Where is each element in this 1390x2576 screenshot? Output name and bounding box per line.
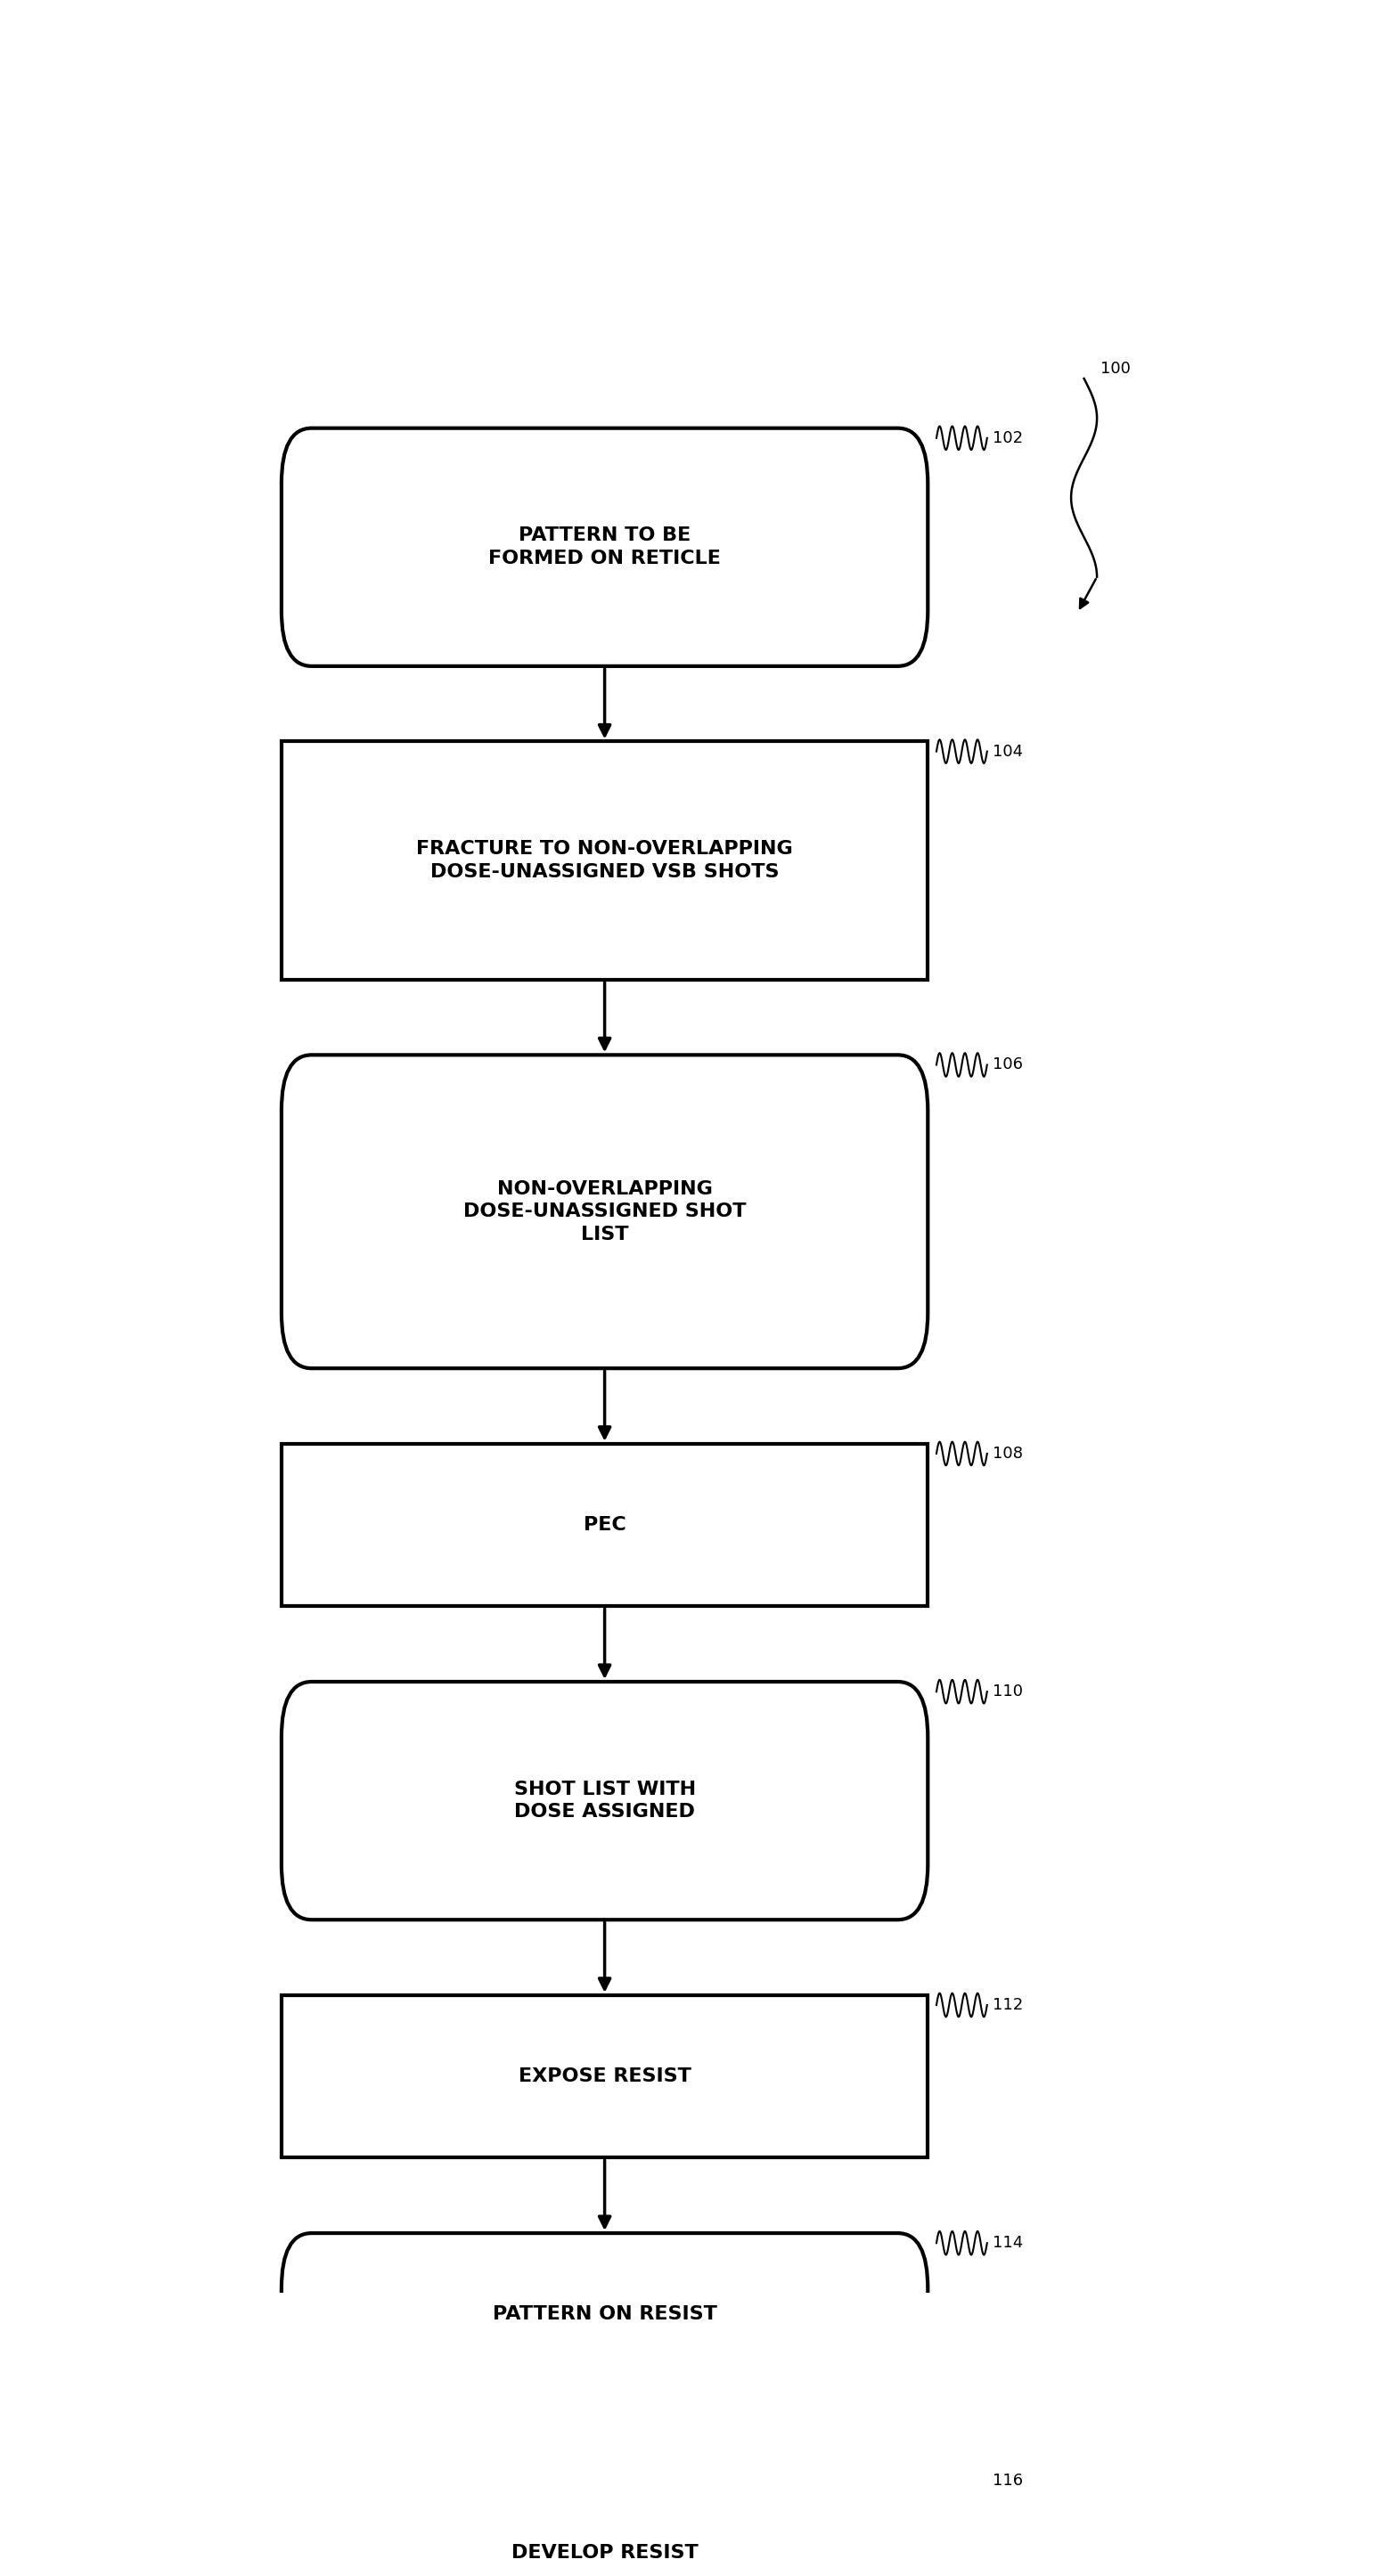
FancyBboxPatch shape	[281, 1996, 929, 2159]
Text: DEVELOP RESIST: DEVELOP RESIST	[512, 2543, 698, 2561]
Text: 100: 100	[1101, 361, 1130, 376]
Text: PEC: PEC	[584, 1517, 626, 1533]
Text: 106: 106	[992, 1056, 1023, 1072]
Text: 102: 102	[992, 430, 1023, 446]
FancyBboxPatch shape	[281, 2233, 929, 2396]
Text: PATTERN ON RESIST: PATTERN ON RESIST	[492, 2306, 717, 2324]
Text: PATTERN TO BE
FORMED ON RETICLE: PATTERN TO BE FORMED ON RETICLE	[488, 528, 721, 567]
FancyBboxPatch shape	[281, 428, 929, 667]
Text: 116: 116	[992, 2473, 1023, 2488]
Text: FRACTURE TO NON-OVERLAPPING
DOSE-UNASSIGNED VSB SHOTS: FRACTURE TO NON-OVERLAPPING DOSE-UNASSIG…	[417, 840, 792, 881]
Text: EXPOSE RESIST: EXPOSE RESIST	[518, 2069, 691, 2087]
Text: NON-OVERLAPPING
DOSE-UNASSIGNED SHOT
LIST: NON-OVERLAPPING DOSE-UNASSIGNED SHOT LIS…	[463, 1180, 746, 1244]
Text: 110: 110	[992, 1685, 1023, 1700]
FancyBboxPatch shape	[281, 1682, 929, 1919]
Text: 108: 108	[992, 1445, 1023, 1461]
FancyBboxPatch shape	[281, 1443, 929, 1607]
Text: 112: 112	[992, 1996, 1023, 2012]
FancyBboxPatch shape	[281, 1056, 929, 1368]
FancyBboxPatch shape	[281, 2470, 929, 2576]
Text: 104: 104	[992, 744, 1023, 760]
Text: 114: 114	[992, 2236, 1023, 2251]
Text: SHOT LIST WITH
DOSE ASSIGNED: SHOT LIST WITH DOSE ASSIGNED	[514, 1780, 695, 1821]
FancyBboxPatch shape	[281, 742, 929, 979]
